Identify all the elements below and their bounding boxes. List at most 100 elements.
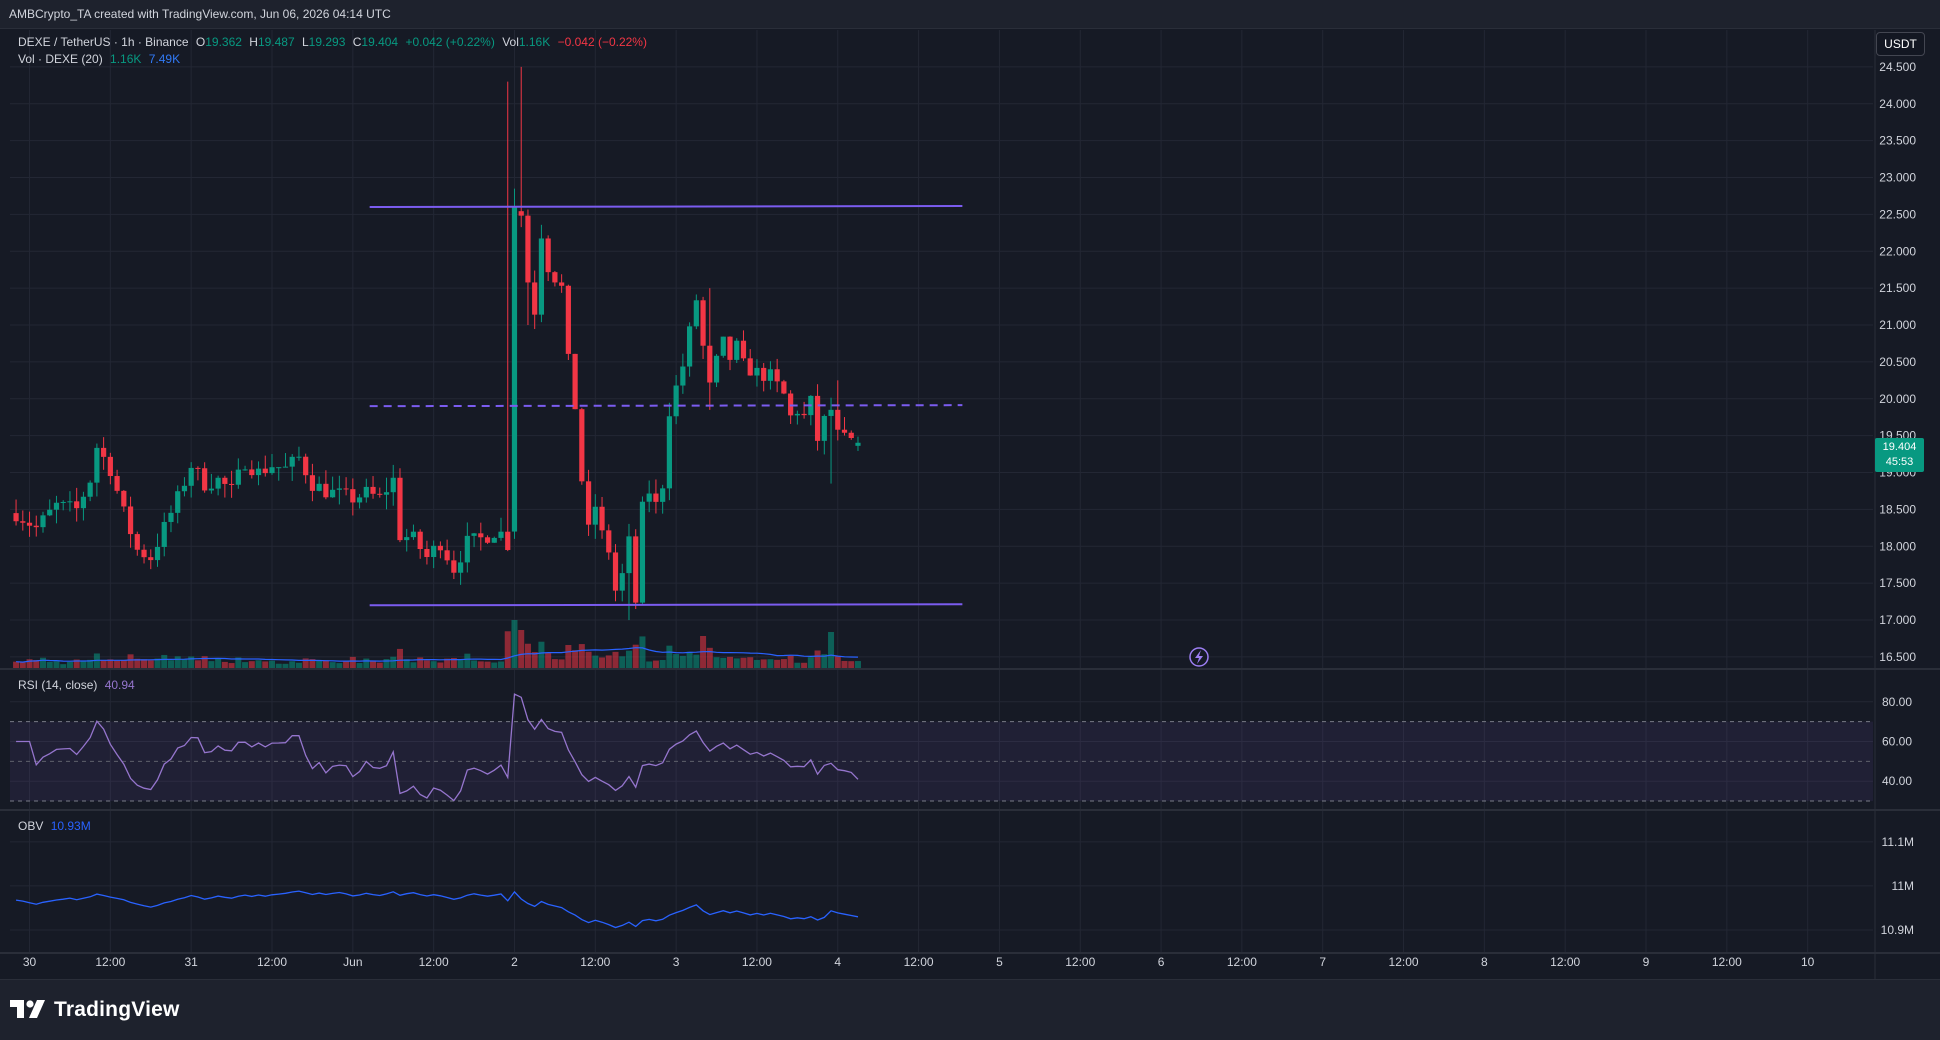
candle-body [363,486,369,498]
candle-body [377,493,383,495]
candle-body [478,533,484,538]
volume-bar [673,654,680,668]
pane-dividers [0,30,1940,979]
volume-bar [834,656,841,668]
lightning-icon[interactable] [1189,647,1209,667]
candle-body [673,385,679,417]
volume-bar [376,662,383,668]
candle-body [680,366,686,386]
tradingview-brand-text: TradingView [54,998,180,1021]
candle-body [269,467,275,474]
vol-ma-label[interactable]: Vol · DEXE (20) [18,52,103,66]
candle-body [80,496,87,509]
candle-body [767,369,774,381]
volume-bar [619,656,626,668]
volume-bar [161,654,168,668]
high-value: 19.487 [257,35,295,49]
volume-bar [383,659,390,668]
candle-body [148,557,154,561]
candle-body [484,537,491,543]
candle-body [491,537,497,543]
volume-bar [329,662,336,668]
candle-body [60,501,66,503]
price-axis[interactable]: 16.50017.00017.50018.00018.50019.00019.5… [1879,60,1916,664]
channel-lines[interactable] [369,205,963,607]
volume-bar [511,620,518,668]
candle-body [417,531,423,550]
volume-bar [599,657,606,668]
price-tick-label: 17.000 [1879,613,1916,627]
rsi-tick-label: 60.00 [1882,734,1912,748]
volume-bar [760,659,767,668]
volume-bar [228,663,235,668]
vol-ma-value-2: 7.49K [148,52,181,66]
candle-body [350,489,356,503]
volume-bar [100,660,107,668]
volume-bar [498,661,505,668]
candle-body [720,336,726,356]
symbol-title[interactable]: DEXE / TetherUS · 1h · Binance [18,35,189,49]
volume-bar [134,658,141,668]
volume-bar [410,662,417,668]
time-tick-label: 12:00 [904,955,934,969]
candle-body [660,488,666,502]
volume-bar [444,658,451,668]
volume-bar [343,660,350,668]
time-tick-label: 12:00 [1065,955,1095,969]
candle-body [437,545,443,551]
volume-bar [585,651,592,668]
volume-bar [686,651,693,668]
candle-body [572,353,578,410]
candle-body [794,413,800,416]
volume-bar [73,659,80,668]
candle-body [356,497,363,503]
candle-body [47,509,53,516]
candle-body [814,395,821,441]
volume-bars [13,620,861,668]
currency-button[interactable]: USDT [1876,32,1925,56]
volume-ma-path [16,647,858,663]
price-tick-label: 24.000 [1879,97,1916,111]
candle-body [525,215,531,283]
volume-bar [255,660,262,668]
candle-body [94,447,100,483]
candle-body [727,336,733,360]
volume-bar [828,632,835,668]
obv-axis: 10.9M 11M 11.1M [1881,835,1914,937]
volume-bar [551,659,558,668]
candle-body [296,456,302,458]
rsi-label[interactable]: RSI (14, close) [18,678,98,692]
candle-body [545,238,551,273]
candle-body [464,535,470,563]
volume-bar [396,648,403,668]
volume-bar [370,661,377,668]
candle-body [20,521,26,523]
volume-bar [848,661,855,668]
candle-body [13,513,19,522]
vol-label: Vol [502,35,519,49]
volume-bar [437,662,444,668]
candle-body [855,442,861,446]
candle-body [208,488,214,491]
volume-bar [120,660,127,668]
volume-bar [450,658,457,668]
volume-bar [814,650,821,668]
candle-body [552,272,558,283]
time-axis[interactable]: 30 12:00 31 12:00 Jun 12:00 2 12:00 3 12:00 4 12:00… [23,955,1815,969]
obv-label[interactable]: OBV [18,819,44,833]
volume-bar [807,657,814,668]
candle-body [53,502,60,510]
candle-body [801,413,807,416]
candle-body [666,416,672,489]
volume-bar [753,659,760,668]
volume-bar [295,662,302,668]
volume-bar [141,659,148,668]
candle-body [228,483,235,485]
candle-body [592,506,598,525]
time-tick-label: 12:00 [580,955,610,969]
tradingview-logo[interactable]: TradingView [10,998,180,1022]
candle-body [33,525,39,528]
volume-bar [147,660,154,668]
time-tick-label: 3 [673,955,680,969]
